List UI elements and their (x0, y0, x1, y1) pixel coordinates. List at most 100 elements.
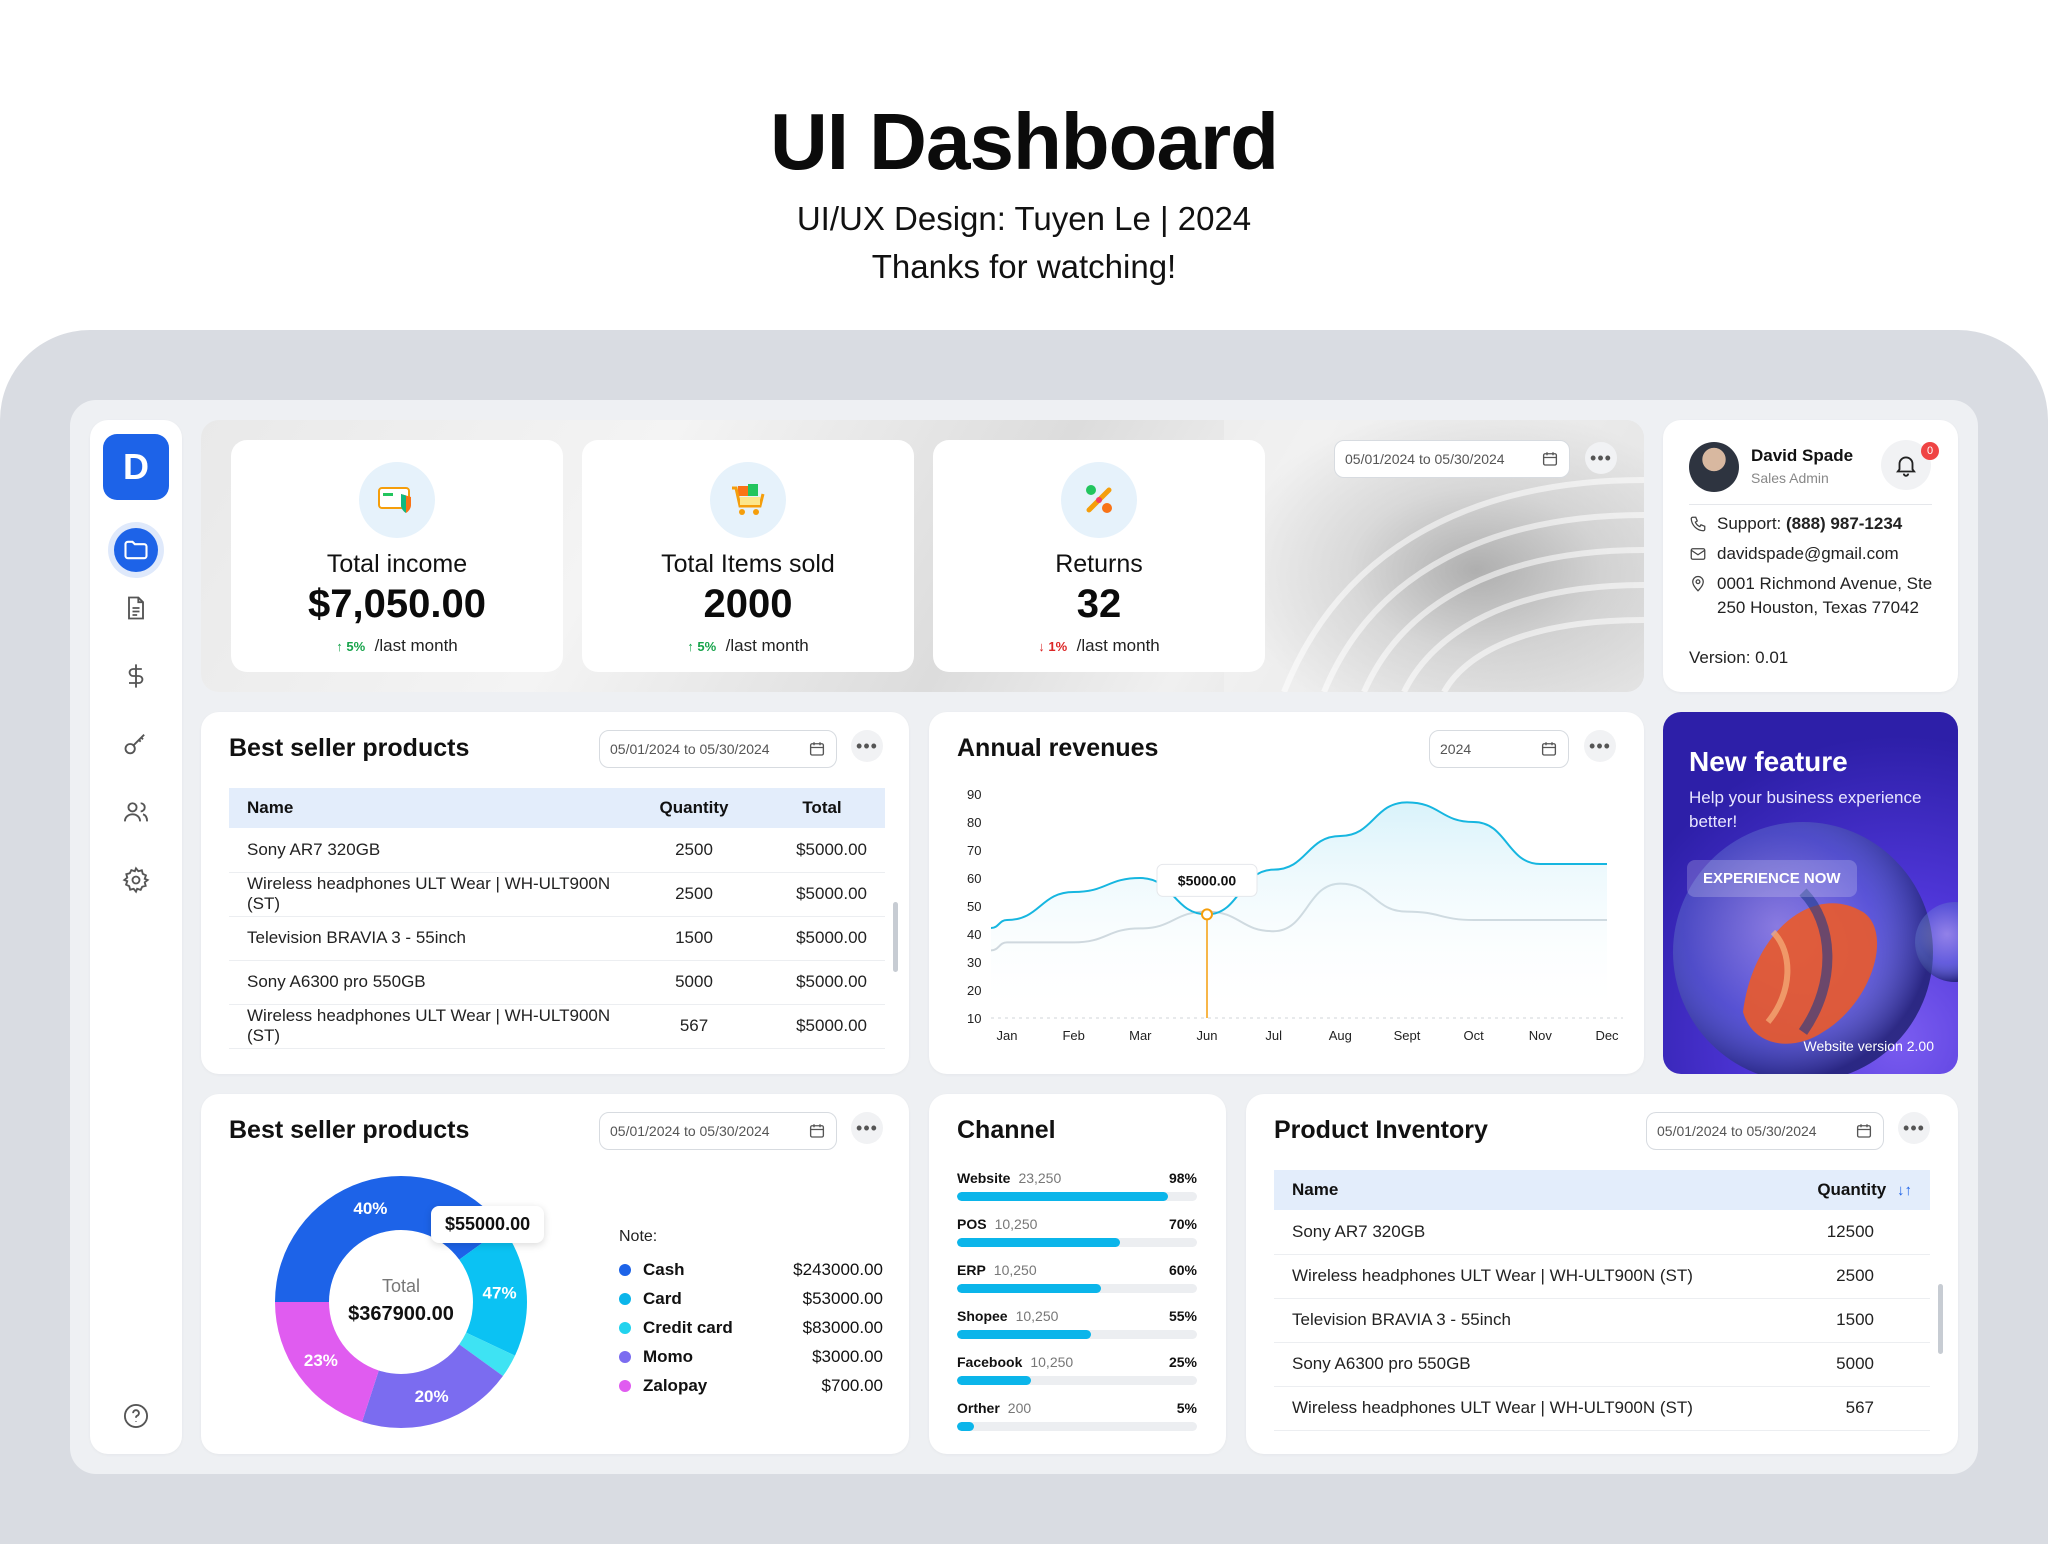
profile-email[interactable]: davidspade@gmail.com (1717, 544, 1899, 563)
table-row[interactable]: Sony A6300 pro 550GB 5000 $5000.00 (229, 960, 885, 1005)
payment-date-picker[interactable]: 05/01/2024 to 05/30/2024 (599, 1112, 837, 1150)
donut-slice-label: 23% (304, 1351, 338, 1370)
channel-row[interactable]: Orther 200 5% (957, 1400, 1197, 1431)
experience-now-button[interactable]: EXPERIENCE NOW (1687, 860, 1857, 897)
table-scrollbar[interactable] (1938, 1284, 1943, 1354)
inventory-more-button[interactable]: ••• (1898, 1112, 1930, 1144)
donut-slice[interactable] (459, 1227, 527, 1356)
legend-item[interactable]: Momo $3000.00 (619, 1347, 883, 1367)
table-row[interactable]: Wireless headphones ULT Wear | WH-ULT900… (1274, 1254, 1930, 1299)
legend-dot (619, 1380, 631, 1392)
channel-bar-fill (957, 1376, 1032, 1385)
inventory-date-picker[interactable]: 05/01/2024 to 05/30/2024 (1646, 1112, 1884, 1150)
donut-slice-label: 40% (353, 1199, 387, 1218)
channel-bar-fill (957, 1192, 1169, 1201)
card-title: Best seller products (229, 1116, 470, 1144)
sidebar-item-keys[interactable] (108, 716, 164, 772)
legend-item[interactable]: Credit card $83000.00 (619, 1318, 883, 1338)
table-row[interactable]: Television BRAVIA 3 - 55inch 1500 $5000.00 (229, 916, 885, 961)
donut-slice[interactable] (459, 1332, 516, 1377)
avatar[interactable] (1689, 442, 1739, 492)
banner-date-picker[interactable]: 05/01/2024 to 05/30/2024 (1334, 440, 1570, 478)
legend-value: $53000.00 (802, 1289, 883, 1308)
notifications-button[interactable]: 0 (1881, 440, 1939, 490)
table-row[interactable]: Wireless headphones ULT Wear | WH-ULT900… (1274, 1386, 1930, 1431)
channel-row[interactable]: Shopee 10,250 55% (957, 1308, 1197, 1339)
banner-more-button[interactable]: ••• (1585, 442, 1617, 474)
chart-tooltip-value: $5000.00 (1178, 872, 1237, 888)
channel-name: Facebook (957, 1354, 1023, 1370)
legend-item[interactable]: Cash $243000.00 (619, 1260, 883, 1280)
card-title: Product Inventory (1274, 1116, 1488, 1144)
sidebar-item-users[interactable] (108, 784, 164, 840)
arrow-down-icon: ↓ (1038, 639, 1049, 654)
y-tick-label: 90 (967, 787, 981, 802)
table-row[interactable]: Sony AR7 320GB 2500 $5000.00 (229, 828, 885, 873)
key-icon (124, 734, 145, 755)
table-scrollbar[interactable] (893, 902, 898, 972)
best-seller-more-button[interactable]: ••• (851, 730, 883, 762)
sort-icon[interactable]: ↓↑ (1897, 1182, 1912, 1199)
channel-name: POS (957, 1216, 987, 1232)
column-header[interactable]: Total (759, 788, 885, 828)
channel-count: 10,250 (1030, 1354, 1074, 1370)
version-row: Version: 0.01 (1689, 646, 1939, 670)
channel-row[interactable]: ERP 10,250 60% (957, 1262, 1197, 1293)
help-button[interactable] (108, 1388, 164, 1444)
highlight-point[interactable] (1201, 908, 1213, 921)
legend-item[interactable]: Zalopay $700.00 (619, 1376, 883, 1396)
channel-card: Channel Website 23,250 98% POS 10,250 70% ERP 1… (929, 1094, 1226, 1454)
channel-row[interactable]: Facebook 10,250 25% (957, 1354, 1197, 1385)
calendar-icon (1541, 742, 1557, 756)
cart-icon (732, 484, 765, 515)
sidebar-item-folder[interactable] (108, 522, 164, 578)
donut-slice-label: 20% (415, 1387, 449, 1406)
arrow-up-icon: ↑ (336, 639, 347, 654)
column-header[interactable]: Name (229, 788, 629, 828)
channel-bar-fill (957, 1238, 1121, 1247)
channel-row[interactable]: Website 23,250 98% (957, 1170, 1197, 1201)
year-picker[interactable]: 2024 (1429, 730, 1569, 768)
calendar-icon (809, 742, 825, 756)
best-seller-date-picker[interactable]: 05/01/2024 to 05/30/2024 (599, 730, 837, 768)
annual-more-button[interactable]: ••• (1584, 730, 1616, 762)
table-row[interactable]: Wireless headphones ULT Wear | WH-ULT900… (229, 1004, 885, 1049)
stat-value: $7,050.00 (308, 582, 486, 626)
table-row[interactable]: Television BRAVIA 3 - 55inch 1500 (1274, 1298, 1930, 1343)
donut-slice[interactable] (362, 1344, 503, 1428)
x-tick-label: Aug (1329, 1028, 1352, 1043)
stat-card-returns: Returns 32 ↓ 1% /last month (933, 440, 1265, 672)
channel-bar-fill (957, 1284, 1101, 1293)
stat-delta: ↑ 5% /last month (687, 636, 809, 655)
donut-slice[interactable] (275, 1302, 379, 1422)
y-tick-label: 30 (967, 955, 981, 970)
column-header[interactable]: Quantity (629, 788, 759, 828)
legend-item[interactable]: Card $53000.00 (619, 1289, 883, 1309)
channel-count: 10,250 (993, 1262, 1037, 1278)
donut-tooltip: $55000.00 (431, 1206, 545, 1243)
table-row[interactable]: Wireless headphones ULT Wear | WH-ULT900… (229, 872, 885, 917)
payment-more-button[interactable]: ••• (851, 1112, 883, 1144)
app-logo[interactable]: D (103, 434, 169, 500)
y-tick-label: 40 (967, 927, 981, 942)
column-header[interactable]: Name (1274, 1170, 1754, 1210)
sidebar-item-finance[interactable] (108, 648, 164, 704)
table-row[interactable]: Sony AR7 320GB 12500 (1274, 1210, 1930, 1255)
divider (1689, 504, 1932, 505)
sidebar-item-settings[interactable] (108, 852, 164, 908)
channel-percent: 60% (1168, 1262, 1197, 1278)
table-row[interactable]: Sony A6300 pro 550GB 5000 (1274, 1342, 1930, 1387)
stat-delta: ↑ 5% /last month (336, 636, 458, 655)
discount-icon (1086, 485, 1112, 513)
column-header[interactable]: Quantity ↓↑ (1754, 1170, 1930, 1210)
sidebar-item-documents[interactable] (108, 580, 164, 636)
wallet-icon (378, 487, 411, 513)
sidebar: D (90, 420, 182, 1454)
channel-row[interactable]: POS 10,250 70% (957, 1216, 1197, 1247)
x-tick-label: Jun (1197, 1028, 1218, 1043)
dollar-icon (128, 664, 144, 688)
legend-name: Momo (643, 1347, 694, 1366)
channel-name: Shopee (957, 1308, 1008, 1324)
y-tick-label: 50 (967, 899, 981, 914)
legend-name: Credit card (643, 1318, 733, 1337)
